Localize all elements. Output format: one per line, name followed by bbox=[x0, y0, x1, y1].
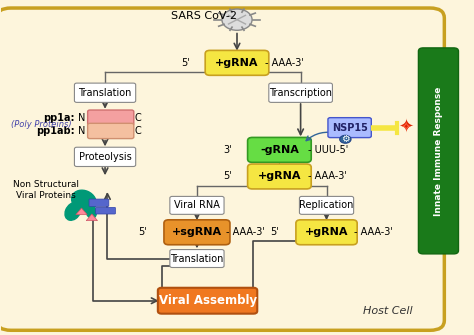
FancyBboxPatch shape bbox=[164, 220, 230, 245]
Text: -gRNA: -gRNA bbox=[260, 145, 299, 155]
FancyBboxPatch shape bbox=[247, 164, 311, 189]
Ellipse shape bbox=[85, 204, 96, 218]
Text: ✧: ✧ bbox=[401, 121, 411, 134]
FancyBboxPatch shape bbox=[74, 147, 136, 166]
Text: pp1a:: pp1a: bbox=[43, 113, 74, 123]
FancyBboxPatch shape bbox=[247, 137, 311, 162]
Text: (Poly Proteins): (Poly Proteins) bbox=[11, 120, 72, 129]
Text: Translation: Translation bbox=[78, 88, 132, 98]
Text: +gRNA: +gRNA bbox=[215, 58, 259, 68]
FancyBboxPatch shape bbox=[89, 199, 109, 206]
Text: Host Cell: Host Cell bbox=[363, 306, 412, 316]
Text: C: C bbox=[134, 126, 141, 136]
FancyBboxPatch shape bbox=[170, 196, 224, 214]
Text: pp1ab:: pp1ab: bbox=[36, 126, 74, 136]
Ellipse shape bbox=[65, 202, 81, 220]
FancyBboxPatch shape bbox=[74, 83, 136, 103]
Text: 5': 5' bbox=[224, 172, 232, 182]
Text: - AAA-3': - AAA-3' bbox=[265, 58, 304, 68]
Text: - AAA-3': - AAA-3' bbox=[308, 172, 346, 182]
Text: Replication: Replication bbox=[300, 200, 354, 210]
Text: ⚙: ⚙ bbox=[341, 134, 350, 144]
Text: SARS CoV-2: SARS CoV-2 bbox=[171, 11, 237, 21]
Text: +sgRNA: +sgRNA bbox=[172, 227, 222, 237]
Text: Viral Assembly: Viral Assembly bbox=[159, 294, 257, 307]
Text: - AAA-3': - AAA-3' bbox=[226, 227, 265, 237]
Text: Viral RNA: Viral RNA bbox=[174, 200, 220, 210]
Text: 5': 5' bbox=[270, 227, 278, 237]
Circle shape bbox=[222, 9, 252, 30]
FancyBboxPatch shape bbox=[269, 83, 332, 103]
Text: Non Structural
Viral Proteins: Non Structural Viral Proteins bbox=[13, 180, 79, 200]
Text: NSP15: NSP15 bbox=[332, 123, 367, 133]
FancyBboxPatch shape bbox=[300, 196, 354, 214]
Text: N: N bbox=[78, 113, 86, 123]
Polygon shape bbox=[86, 214, 98, 221]
Text: 5': 5' bbox=[138, 227, 146, 237]
Text: - AAA-3': - AAA-3' bbox=[354, 227, 393, 237]
Text: ✦: ✦ bbox=[398, 119, 413, 137]
FancyBboxPatch shape bbox=[328, 118, 371, 138]
FancyBboxPatch shape bbox=[96, 207, 116, 214]
Text: Proteolysis: Proteolysis bbox=[79, 152, 131, 162]
Text: Translation: Translation bbox=[170, 254, 224, 264]
FancyBboxPatch shape bbox=[296, 220, 357, 245]
Text: - UUU-5': - UUU-5' bbox=[308, 145, 348, 155]
Text: +gRNA: +gRNA bbox=[305, 227, 348, 237]
FancyBboxPatch shape bbox=[419, 48, 458, 254]
FancyBboxPatch shape bbox=[170, 250, 224, 268]
Text: Transcription: Transcription bbox=[269, 88, 332, 98]
Text: 3': 3' bbox=[224, 145, 232, 155]
Text: +gRNA: +gRNA bbox=[258, 172, 301, 182]
Text: Innate Immune Response: Innate Immune Response bbox=[434, 86, 443, 216]
FancyBboxPatch shape bbox=[205, 50, 269, 75]
Circle shape bbox=[340, 135, 351, 143]
Polygon shape bbox=[76, 208, 87, 215]
Text: N: N bbox=[78, 126, 86, 136]
Text: 5': 5' bbox=[181, 58, 190, 68]
FancyBboxPatch shape bbox=[158, 288, 257, 314]
Text: C: C bbox=[134, 113, 141, 123]
Ellipse shape bbox=[72, 190, 96, 211]
FancyBboxPatch shape bbox=[88, 123, 134, 139]
FancyBboxPatch shape bbox=[0, 8, 444, 330]
FancyBboxPatch shape bbox=[88, 110, 134, 125]
